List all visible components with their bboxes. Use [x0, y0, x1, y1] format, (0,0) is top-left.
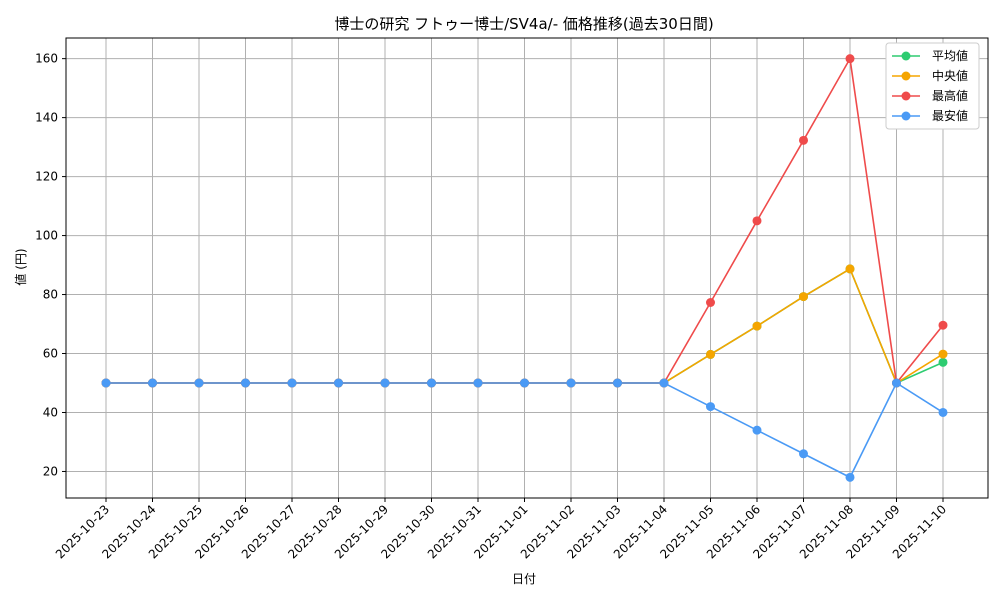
data-point [892, 378, 901, 388]
data-point [706, 402, 715, 412]
legend-label: 中央値 [932, 68, 968, 83]
legend-label: 最安値 [932, 108, 968, 123]
data-point [845, 54, 855, 64]
data-point [241, 378, 250, 388]
data-point [473, 378, 483, 388]
y-tick-label: 140 [35, 111, 58, 125]
y-tick-label: 20 [43, 464, 58, 478]
series [101, 378, 948, 482]
data-point [799, 292, 808, 302]
data-point [845, 472, 855, 482]
legend-label: 最高値 [932, 88, 968, 103]
x-axis-label: 日付 [512, 572, 536, 586]
data-point [287, 378, 297, 388]
data-point [706, 349, 715, 359]
axis-ticks: 2025-10-232025-10-242025-10-252025-10-26… [35, 52, 949, 562]
data-point [799, 135, 808, 145]
legend-swatch-marker [901, 91, 911, 101]
data-point [799, 449, 808, 459]
data-point [752, 321, 762, 331]
y-tick-label: 160 [35, 52, 58, 66]
y-tick-label: 100 [35, 229, 58, 243]
chart-title: 博士の研究 フトゥー博士/SV4a/- 価格推移(過去30日間) [334, 15, 713, 33]
data-point [659, 378, 669, 388]
legend-swatch-marker [901, 51, 911, 61]
grid [66, 38, 988, 498]
y-tick-label: 120 [35, 170, 58, 184]
y-tick-label: 60 [43, 347, 58, 361]
legend-label: 平均値 [932, 48, 968, 63]
data-point [520, 378, 529, 388]
legend-box [885, 42, 980, 130]
data-point [752, 425, 762, 435]
data-point [194, 378, 204, 388]
plot-area [65, 37, 989, 499]
data-point [566, 378, 576, 388]
data-point [752, 216, 762, 226]
data-point [101, 378, 111, 388]
data-point [380, 378, 390, 388]
legend-swatch-marker [901, 111, 911, 121]
data-point [938, 407, 948, 417]
y-tick-label: 80 [43, 288, 58, 302]
data-point [938, 320, 948, 330]
data-point [845, 264, 855, 274]
data-point [938, 357, 948, 367]
y-axis-label: 値 (円) [13, 248, 28, 285]
series-group [101, 54, 948, 482]
data-point [148, 378, 157, 388]
data-point [334, 378, 343, 388]
legend-swatch-marker [901, 71, 911, 81]
data-point [706, 298, 715, 307]
y-tick-label: 40 [43, 405, 58, 419]
data-point [613, 378, 622, 388]
data-point [427, 378, 436, 388]
data-point [938, 349, 948, 359]
